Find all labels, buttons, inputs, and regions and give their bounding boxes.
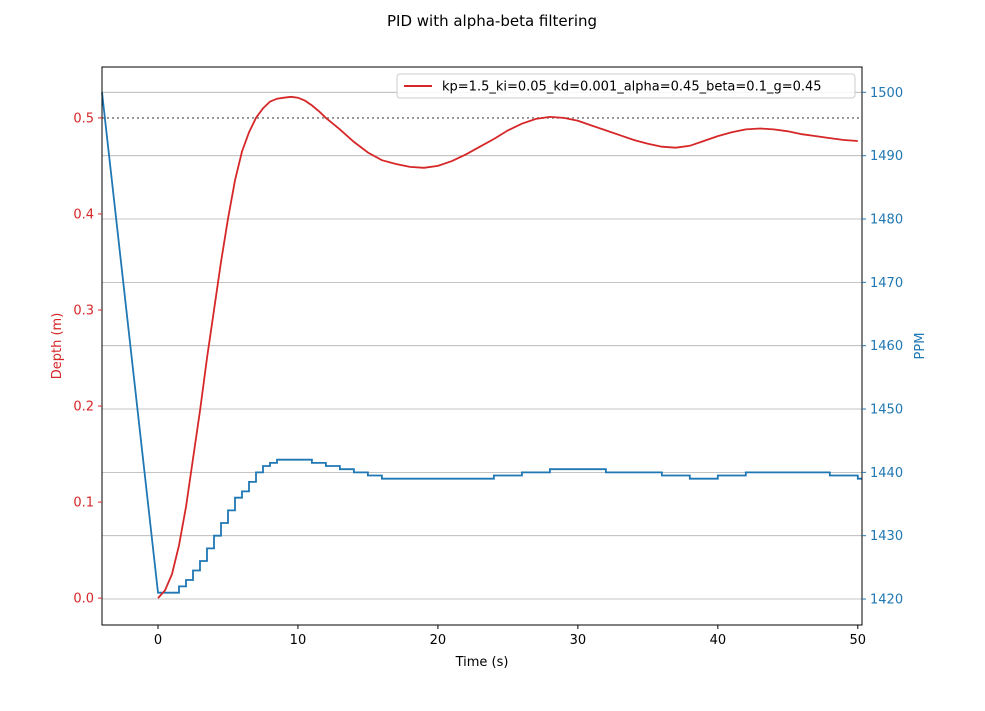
legend: kp=1.5_ki=0.05_kd=0.001_alpha=0.45_beta=… xyxy=(396,73,856,99)
y-left-tick-label-4: 0.4 xyxy=(73,207,94,222)
y-left-tick-label-1: 0.1 xyxy=(73,496,94,511)
y-left-tick-label-3: 0.3 xyxy=(73,303,94,318)
chart-title: PID with alpha-beta filtering xyxy=(387,12,597,30)
y-right-tick-label-6: 1480 xyxy=(870,213,903,228)
y-axis-left-label: Depth (m) xyxy=(50,313,65,380)
y-left-tick-label-2: 0.2 xyxy=(73,400,94,415)
y-left-tick-label-5: 0.5 xyxy=(73,111,94,126)
legend-box xyxy=(396,73,856,99)
x-tick-label-2: 20 xyxy=(430,633,447,648)
series-line-ppm xyxy=(101,92,862,594)
x-tick-label-4: 40 xyxy=(710,633,727,648)
y-right-tick-label-7: 1490 xyxy=(870,149,903,164)
y-right-tick-label-2: 1440 xyxy=(870,466,903,481)
legend-label-depth: kp=1.5_ki=0.05_kd=0.001_alpha=0.45_beta=… xyxy=(442,80,822,95)
y-right-tick-label-1: 1430 xyxy=(870,529,903,544)
y-right-tick-label-8: 1500 xyxy=(870,86,903,101)
y-right-tick-label-4: 1460 xyxy=(870,339,903,354)
series-line-depth xyxy=(157,95,858,599)
x-axis-label: Time (s) xyxy=(455,655,509,670)
x-tick-label-1: 10 xyxy=(290,633,307,648)
y-axis-right-label: PPM xyxy=(913,333,928,360)
x-tick-label-0: 0 xyxy=(154,633,162,648)
y-axis-left: 0.0 0.1 0.2 0.3 0.4 0.5 xyxy=(73,111,102,607)
y-right-tick-label-5: 1470 xyxy=(870,276,903,291)
y-axis-right: 1420 1430 1440 1450 1460 1470 1480 1490 1500 xyxy=(862,86,903,608)
x-tick-label-3: 30 xyxy=(570,633,587,648)
y-left-tick-label-0: 0.0 xyxy=(73,592,94,607)
y-right-tick-label-0: 1420 xyxy=(870,593,903,608)
x-tick-label-5: 50 xyxy=(850,633,867,648)
y-right-tick-label-3: 1450 xyxy=(870,403,903,418)
x-axis: 0 10 20 30 40 50 xyxy=(154,625,866,648)
